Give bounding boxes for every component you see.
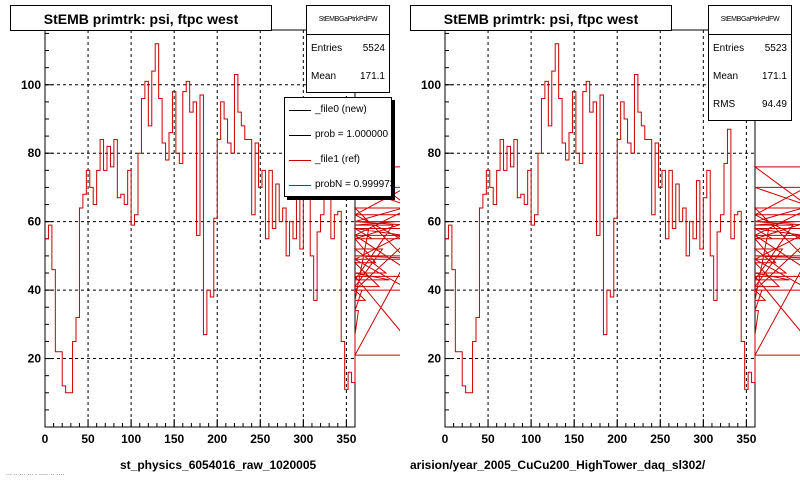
stats-name-right: StEMBGaPtrkPdFW bbox=[709, 6, 791, 35]
x-caption-left: st_physics_6054016_raw_1020005 bbox=[120, 458, 317, 472]
histogram-series-right-0 bbox=[445, 43, 800, 394]
x-tick-label-right-6: 300 bbox=[693, 432, 713, 446]
x-tick-label-left-4: 200 bbox=[207, 432, 227, 446]
legend-line-probn bbox=[289, 185, 311, 186]
y-tick-label-right-2: 60 bbox=[428, 215, 442, 229]
y-tick-label-left-2: 60 bbox=[28, 215, 42, 229]
legend-line-new bbox=[289, 110, 311, 111]
x-tick-label-right-5: 250 bbox=[650, 432, 670, 446]
x-tick-label-left-2: 100 bbox=[121, 432, 141, 446]
stats-entries-row-left: Entries 5524 bbox=[307, 35, 389, 63]
y-tick-label-left-0: 20 bbox=[28, 352, 42, 366]
x-tick-label-right-3: 150 bbox=[564, 432, 584, 446]
stats-entries-row-right: Entries 5523 bbox=[709, 35, 791, 63]
stats-name-left: StEMBGaPtrkPdFW bbox=[307, 6, 389, 35]
y-tick-label-left-3: 80 bbox=[28, 146, 42, 160]
legend-entry-ref: _file1 (ref) bbox=[285, 148, 391, 173]
stats-mean-row-right: Mean 171.1 bbox=[709, 63, 791, 91]
y-tick-label-right-0: 20 bbox=[428, 352, 442, 366]
histogram-pad-right: 0 50 100 150 200 250 300 350 20 40 60 80 100 StEMB p… bbox=[400, 0, 800, 480]
stats-rms-row-right: RMS 94.49 bbox=[709, 91, 791, 119]
y-tick-label-right-1: 40 bbox=[428, 283, 442, 297]
y-tick-label-right-4: 100 bbox=[421, 78, 441, 92]
legend-label-new: _file0 (new) bbox=[315, 104, 367, 115]
legend-entry-probn: probN = 0.999973 bbox=[285, 173, 392, 196]
legend-line-prob bbox=[289, 135, 311, 136]
x-tick-label-left-1: 50 bbox=[81, 432, 95, 446]
stats-mean-label-right: Mean bbox=[713, 71, 739, 82]
stats-entries-value-right: 5523 bbox=[764, 43, 787, 54]
y-tick-label-right-3: 80 bbox=[428, 146, 442, 160]
stats-rms-label-right: RMS bbox=[713, 99, 736, 110]
tiny-caption: ... .. ... ... . ..... .. .... bbox=[6, 470, 65, 477]
stats-mean-value-left: 171.1 bbox=[359, 71, 385, 82]
histogram-pad-left: 0 50 100 150 200 250 300 350 20 40 60 80 100 StEMB p… bbox=[6, 5, 400, 477]
histogram-series-left-0 bbox=[45, 43, 400, 394]
stats-rms-value-right: 94.49 bbox=[761, 99, 787, 110]
x-tick-label-left-6: 300 bbox=[293, 432, 313, 446]
x-tick-label-left-5: 250 bbox=[250, 432, 270, 446]
legend-label-ref: _file1 (ref) bbox=[315, 154, 361, 165]
x-tick-label-right-7: 350 bbox=[736, 432, 756, 446]
stats-entries-value-left: 5524 bbox=[362, 43, 385, 54]
stats-box-left: StEMBGaPtrkPdFW Entries 5524 Mean 171.1 bbox=[306, 5, 390, 93]
x-tick-label-right-0: 0 bbox=[442, 432, 449, 446]
histogram-plot-right: 0 50 100 150 200 250 300 350 20 40 60 80 100 bbox=[421, 29, 800, 446]
legend-line-ref bbox=[289, 160, 311, 161]
legend-label-prob: prob = 1.000000 bbox=[315, 129, 389, 140]
y-tick-label-left-4: 100 bbox=[21, 78, 41, 92]
stats-mean-row-left: Mean 171.1 bbox=[307, 63, 389, 91]
x-tick-label-left-7: 350 bbox=[336, 432, 356, 446]
x-tick-label-right-4: 200 bbox=[607, 432, 627, 446]
stats-mean-value-right: 171.1 bbox=[761, 71, 787, 82]
x-tick-label-left-3: 150 bbox=[164, 432, 184, 446]
stats-entries-label-left: Entries bbox=[311, 43, 343, 54]
chart-title-left: StEMB primtrk: psi, ftpc west bbox=[10, 5, 272, 31]
stats-box-right: StEMBGaPtrkPdFW Entries 5523 Mean 171.1 … bbox=[708, 5, 792, 121]
y-tick-label-left-1: 40 bbox=[28, 283, 42, 297]
legend-entry-prob: prob = 1.000000 bbox=[285, 123, 391, 148]
x-tick-label-right-2: 100 bbox=[521, 432, 541, 446]
stats-mean-label-left: Mean bbox=[311, 71, 337, 82]
legend-label-probn: probN = 0.999973 bbox=[315, 179, 392, 190]
chart-title-right: StEMB primtrk: psi, ftpc west bbox=[410, 5, 672, 31]
x-tick-label-right-1: 50 bbox=[481, 432, 495, 446]
legend-box: _file0 (new) prob = 1.000000 _file1 (ref… bbox=[284, 97, 392, 197]
x-caption-right: arision/year_2005_CuCu200_HighTower_daq_… bbox=[410, 458, 706, 472]
legend-entry-new: _file0 (new) bbox=[285, 98, 391, 123]
stats-entries-label-right: Entries bbox=[713, 43, 745, 54]
x-tick-label-left-0: 0 bbox=[42, 432, 49, 446]
